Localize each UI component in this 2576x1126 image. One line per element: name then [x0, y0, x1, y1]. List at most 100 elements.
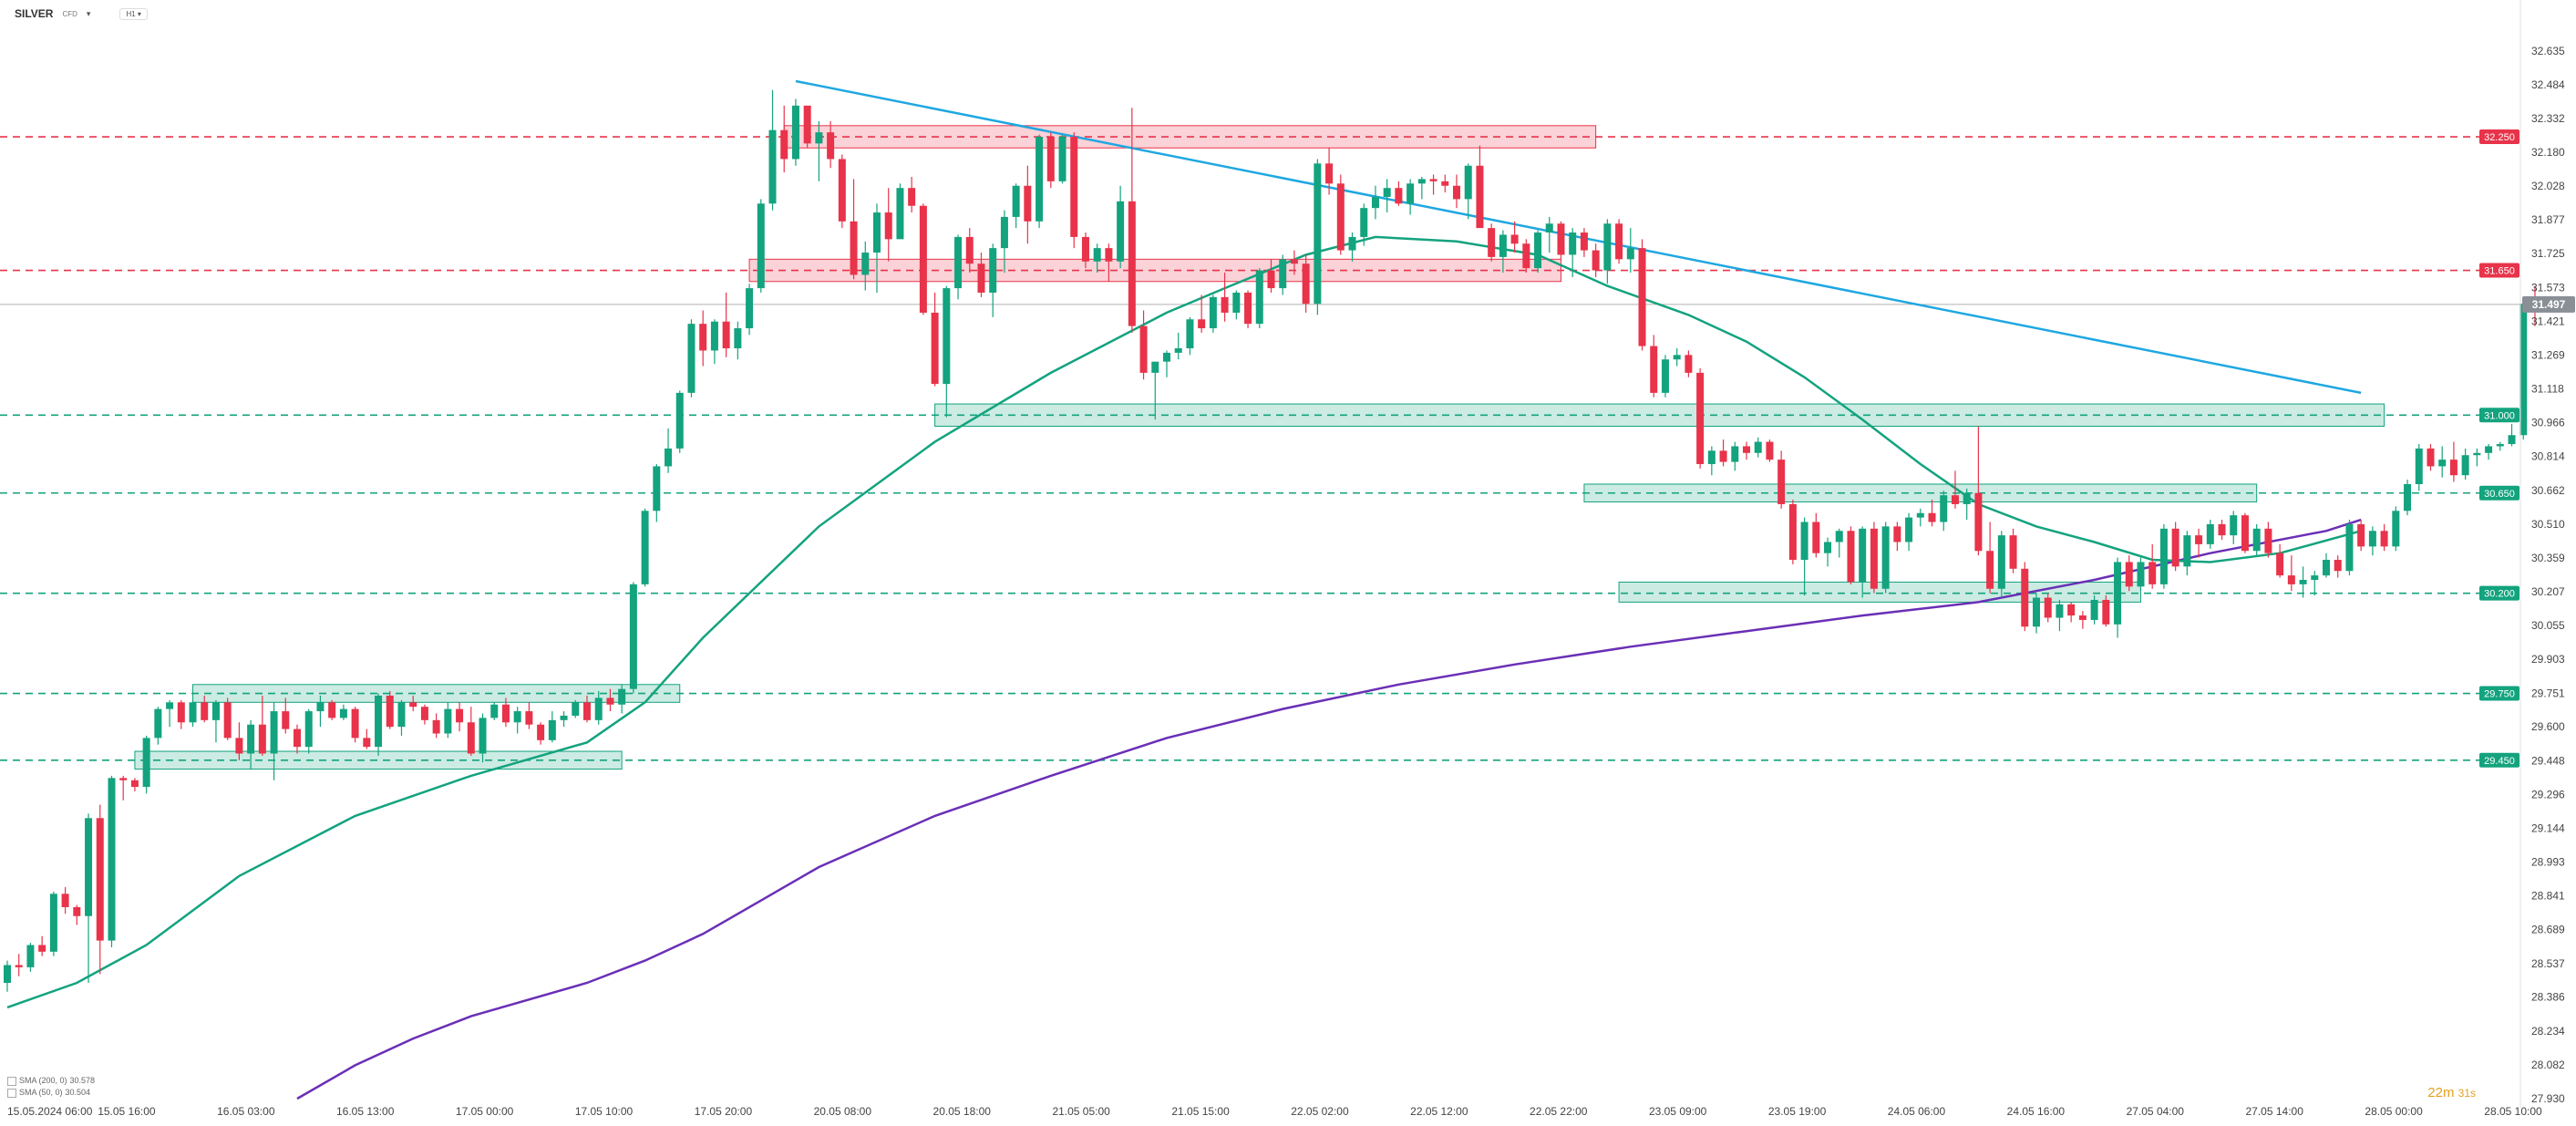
- candle[interactable]: [1788, 503, 1797, 561]
- candle[interactable]: [1000, 216, 1008, 249]
- candle[interactable]: [1174, 348, 1182, 353]
- candle[interactable]: [1325, 163, 1334, 184]
- timeframe-select[interactable]: H1 ▾: [119, 7, 148, 20]
- candle[interactable]: [768, 129, 777, 204]
- trendline[interactable]: [795, 79, 2362, 395]
- candle[interactable]: [363, 738, 371, 748]
- candle[interactable]: [1580, 232, 1588, 251]
- candle[interactable]: [1638, 248, 1646, 346]
- candle[interactable]: [420, 707, 428, 720]
- candle[interactable]: [1046, 137, 1055, 181]
- candle[interactable]: [1105, 248, 1113, 262]
- candle[interactable]: [1302, 263, 1310, 305]
- candle[interactable]: [2508, 435, 2516, 445]
- candle[interactable]: [1429, 179, 1437, 181]
- candle[interactable]: [1696, 372, 1705, 465]
- candle[interactable]: [873, 212, 881, 253]
- candle[interactable]: [2415, 448, 2423, 484]
- candle[interactable]: [1012, 185, 1020, 217]
- candle[interactable]: [258, 724, 266, 754]
- candle[interactable]: [2206, 523, 2214, 544]
- candle[interactable]: [282, 711, 290, 729]
- candle[interactable]: [397, 702, 406, 728]
- candle[interactable]: [1916, 512, 1924, 518]
- candle[interactable]: [1128, 201, 1136, 326]
- candle[interactable]: [1592, 250, 1600, 271]
- candle[interactable]: [513, 711, 521, 723]
- candle[interactable]: [409, 702, 417, 708]
- candle[interactable]: [687, 324, 696, 393]
- candle[interactable]: [525, 711, 533, 725]
- candle[interactable]: [1766, 441, 1774, 460]
- candle[interactable]: [850, 221, 858, 275]
- candle[interactable]: [2021, 568, 2029, 627]
- candle[interactable]: [1685, 355, 1693, 373]
- candle[interactable]: [1997, 535, 2005, 589]
- candle[interactable]: [919, 205, 927, 313]
- candle[interactable]: [2183, 535, 2191, 567]
- candle[interactable]: [1476, 165, 1484, 229]
- candle[interactable]: [989, 248, 997, 293]
- candle[interactable]: [2159, 528, 2168, 584]
- candle[interactable]: [1255, 270, 1263, 325]
- candle[interactable]: [1186, 319, 1194, 349]
- candle[interactable]: [1650, 346, 1658, 393]
- candle[interactable]: [1395, 188, 1403, 204]
- candle[interactable]: [1163, 352, 1170, 362]
- candle[interactable]: [1812, 522, 1820, 553]
- sma-line[interactable]: [6, 235, 2362, 1009]
- candle[interactable]: [1267, 270, 1275, 289]
- candle[interactable]: [1279, 259, 1287, 289]
- candle[interactable]: [328, 702, 336, 718]
- candle[interactable]: [2299, 579, 2307, 584]
- candle[interactable]: [1673, 355, 1681, 360]
- candle[interactable]: [130, 780, 139, 788]
- candle[interactable]: [2461, 455, 2469, 476]
- candle[interactable]: [1081, 236, 1089, 262]
- candle[interactable]: [618, 688, 626, 705]
- candle[interactable]: [2485, 446, 2493, 453]
- candle[interactable]: [2392, 511, 2400, 547]
- candle[interactable]: [1232, 292, 1241, 313]
- candle[interactable]: [594, 697, 603, 720]
- candle[interactable]: [4, 965, 11, 984]
- visibility-icon[interactable]: [7, 1088, 16, 1098]
- candle[interactable]: [803, 105, 811, 144]
- candle[interactable]: [2368, 531, 2376, 547]
- candle[interactable]: [2287, 575, 2295, 584]
- candle[interactable]: [1336, 183, 1345, 251]
- candle[interactable]: [1557, 223, 1565, 255]
- candle[interactable]: [641, 511, 649, 584]
- candle[interactable]: [954, 236, 963, 289]
- candle[interactable]: [1974, 492, 1983, 552]
- sma-line[interactable]: [296, 518, 2362, 1100]
- candle[interactable]: [375, 695, 383, 748]
- candle[interactable]: [1221, 296, 1229, 313]
- candle[interactable]: [2044, 597, 2052, 618]
- candle[interactable]: [223, 702, 232, 739]
- candle[interactable]: [189, 702, 197, 723]
- candle[interactable]: [2033, 597, 2040, 627]
- candle[interactable]: [675, 392, 684, 449]
- candle[interactable]: [2218, 523, 2226, 536]
- candle[interactable]: [154, 708, 162, 739]
- candle[interactable]: [2404, 483, 2412, 511]
- candle[interactable]: [2114, 562, 2122, 625]
- candle[interactable]: [1453, 185, 1460, 200]
- candle[interactable]: [1441, 181, 1449, 186]
- candle[interactable]: [1036, 137, 1044, 222]
- candle[interactable]: [572, 702, 580, 716]
- candle[interactable]: [1893, 526, 1901, 542]
- candle[interactable]: [896, 188, 904, 240]
- candle[interactable]: [1569, 232, 1577, 255]
- candle[interactable]: [548, 719, 556, 740]
- candle[interactable]: [1940, 495, 1948, 522]
- candle[interactable]: [1928, 512, 1936, 522]
- candle[interactable]: [2241, 515, 2249, 552]
- candle[interactable]: [49, 894, 57, 952]
- candle[interactable]: [629, 584, 637, 689]
- symbol-dropdown-icon[interactable]: ▾: [86, 8, 91, 18]
- candle[interactable]: [2323, 560, 2330, 576]
- candle[interactable]: [2334, 560, 2342, 572]
- candle[interactable]: [2380, 531, 2388, 547]
